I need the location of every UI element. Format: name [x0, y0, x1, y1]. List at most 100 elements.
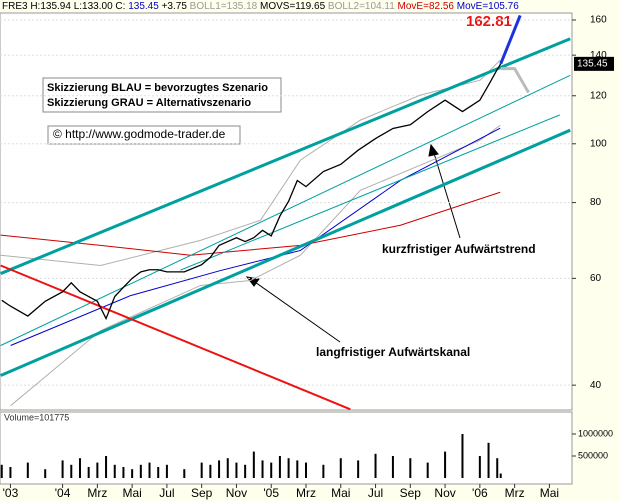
volume-panel — [0, 411, 573, 485]
volume-bar — [61, 460, 64, 478]
scenario-gray: Skizzierung GRAU = Alternativszenario — [47, 97, 251, 109]
line-series — [0, 128, 571, 377]
volume-bar — [391, 456, 394, 478]
target-label: 162.81 — [466, 13, 512, 30]
volume-bar — [252, 451, 255, 478]
volume-bar — [209, 464, 212, 478]
volume-bar — [200, 462, 203, 478]
volume-bar — [496, 458, 499, 478]
x-tick-label: '06 — [472, 486, 488, 500]
header-item: BOLL2=104.11 — [325, 1, 395, 12]
line-series — [0, 37, 571, 275]
x-tick-label: '03 — [3, 486, 19, 500]
volume-bar — [96, 462, 99, 478]
volume-label: Volume=101775 — [4, 412, 69, 422]
volume-bar — [235, 462, 238, 478]
y-tick-label: 60 — [590, 273, 602, 284]
legend-box: Skizzierung BLAU = bevorzugtes Szenario … — [42, 77, 282, 145]
volume-bar — [122, 467, 125, 478]
x-tick-label: Jul — [368, 486, 383, 500]
copyright: © http://www.godmode-trader.de — [53, 127, 226, 141]
volume-bar — [87, 467, 90, 478]
volume-bar — [244, 464, 247, 478]
volume-bar — [478, 456, 481, 478]
line-series — [499, 14, 522, 65]
volume-bar — [148, 462, 151, 478]
short-trend-label: kurzfristiger Aufwärtstrend — [382, 242, 536, 256]
volume-bar — [218, 460, 221, 478]
x-tick-label: Mai — [122, 486, 141, 500]
volume-bar — [296, 460, 299, 478]
line-series — [10, 124, 501, 407]
line-series — [180, 114, 561, 271]
volume-bar — [113, 464, 116, 478]
header-item: +3.75 — [159, 1, 188, 12]
volume-bar — [357, 460, 360, 478]
arrow-head — [428, 143, 439, 157]
volume-bar — [9, 467, 12, 478]
y-tick-label: 120 — [590, 90, 607, 101]
volume-bar — [183, 469, 186, 478]
volume-bar — [287, 458, 290, 478]
volume-bar — [322, 464, 325, 478]
line-series — [1, 63, 502, 321]
scenario-box — [42, 77, 282, 113]
volume-bar — [409, 458, 412, 478]
volume-bar — [139, 464, 142, 478]
line-series — [0, 264, 351, 411]
x-tick-label: Sep — [191, 486, 213, 500]
header-item: 135.45 — [125, 1, 159, 12]
volume-bar — [487, 442, 490, 478]
header-item: FRE3 H:135.94 L:133.00 C: — [2, 1, 125, 12]
header-item: MOVS=119.65 — [257, 1, 325, 12]
volume-bar — [157, 467, 160, 478]
y-tick-label: 80 — [590, 197, 602, 208]
y-tick-label: 100 — [590, 138, 607, 149]
y-tick-label: 140 — [590, 50, 607, 61]
volume-bar — [165, 464, 168, 478]
last-price-box — [574, 56, 614, 71]
volume-bar — [339, 458, 342, 478]
x-tick-label: Mrz — [505, 486, 525, 500]
x-tick-label: Jul — [159, 486, 174, 500]
x-tick-label: Nov — [434, 486, 455, 500]
volume-bar — [105, 456, 108, 478]
x-tick-label: Mai — [331, 486, 350, 500]
volume-bar — [0, 464, 3, 478]
arrow — [251, 279, 341, 343]
x-tick-label: Nov — [226, 486, 247, 500]
volume-bar — [278, 456, 281, 478]
x-tick-label: Mrz — [296, 486, 316, 500]
volume-tick-label: 1000000 — [578, 428, 613, 438]
volume-bar — [26, 462, 29, 478]
y-tick-label: 160 — [590, 15, 607, 26]
header-item: BOLL1=135.18 — [187, 1, 258, 12]
header-item: MovE=105.76 — [454, 1, 519, 12]
line-series — [10, 127, 501, 346]
volume-bar — [70, 464, 73, 478]
y-tick-label: 40 — [590, 380, 602, 391]
volume-bar — [261, 460, 264, 478]
x-tick-label: Mrz — [87, 486, 107, 500]
line-series — [0, 191, 501, 256]
x-tick-label: Mai — [540, 486, 559, 500]
volume-bar — [304, 462, 307, 478]
volume-bar — [270, 462, 273, 478]
x-tick-label: Sep — [400, 486, 422, 500]
volume-bar — [444, 451, 447, 478]
volume-bar — [374, 453, 377, 478]
volume-bar — [499, 473, 502, 478]
line-series — [500, 67, 530, 94]
header: FRE3 H:135.94 L:133.00 C: 135.45 +3.75 B… — [2, 1, 519, 12]
volume-bar — [44, 469, 47, 478]
header-item: MovE=82.56 — [395, 1, 455, 12]
volume-bar — [461, 434, 464, 478]
long-channel-label: langfristiger Aufwärtskanal — [316, 345, 470, 359]
volume-bar — [226, 458, 229, 478]
volume-bar — [131, 469, 134, 478]
x-tick-label: '05 — [263, 486, 279, 500]
volume-bar — [78, 458, 81, 478]
volume-tick-label: 500000 — [578, 450, 608, 460]
x-tick-label: '04 — [55, 486, 71, 500]
